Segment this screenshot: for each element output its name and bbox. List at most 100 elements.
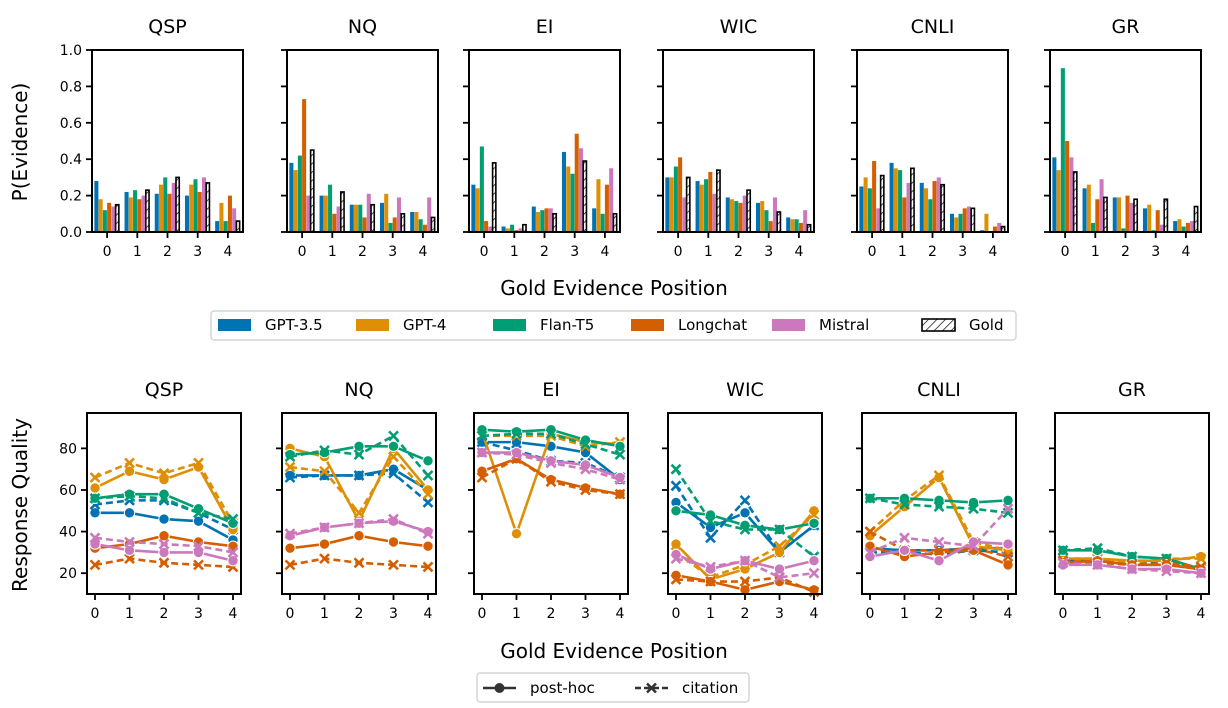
x-tick-label: 0 xyxy=(480,244,489,260)
marker-x xyxy=(422,469,434,481)
marker-x xyxy=(864,492,876,504)
marker-x xyxy=(1092,559,1103,571)
x-tick-label: 3 xyxy=(193,244,202,260)
bar-gold xyxy=(715,169,721,233)
bar-panel-gr: GR 0 1 2 3 4 xyxy=(1044,16,1202,260)
marker-x xyxy=(124,553,135,565)
marker-circle xyxy=(808,555,820,567)
bar-mistral xyxy=(936,177,941,232)
x-tick-label: 4 xyxy=(1004,606,1013,622)
bar-mistral xyxy=(906,182,911,232)
legend-frame xyxy=(210,310,1017,341)
bar-gold xyxy=(521,223,527,233)
bar-gpt-4 xyxy=(189,184,194,232)
bar-flan-t5 xyxy=(479,146,484,232)
bar-gpt-4 xyxy=(893,168,898,232)
x-tick-label: 0 xyxy=(478,606,487,622)
bar-longchat xyxy=(678,157,683,232)
bar-longchat xyxy=(604,184,609,232)
line-gpt-3-5-citation xyxy=(674,485,815,555)
bar-flan-t5 xyxy=(358,204,363,232)
marker-x xyxy=(864,546,876,558)
y-tick-label: 1.0 xyxy=(60,43,82,59)
marker-x xyxy=(933,544,945,556)
bar-gpt-3-5 xyxy=(94,181,99,232)
marker-circle xyxy=(510,527,523,540)
marker-x xyxy=(319,553,330,565)
bar-gpt-4 xyxy=(159,184,164,232)
x-tick-label: 4 xyxy=(794,244,803,260)
marker-x xyxy=(158,492,170,504)
bar-gpt-4 xyxy=(384,193,389,232)
legend-label: Gold xyxy=(969,316,1004,334)
bar-gold xyxy=(175,176,181,233)
bar-longchat xyxy=(1095,199,1100,232)
bar-gpt-3-5 xyxy=(919,182,924,232)
bar-longchat xyxy=(1125,195,1130,232)
bar-mistral xyxy=(518,228,523,232)
bar-gold xyxy=(145,189,150,233)
bar-mistral xyxy=(141,195,146,232)
marker-x xyxy=(353,449,365,461)
marker-x xyxy=(739,494,751,506)
bar-gpt-3-5 xyxy=(531,206,536,232)
legend-label: GPT-4 xyxy=(403,316,446,334)
bar-gpt-3-5 xyxy=(561,151,566,232)
legend-marker-x xyxy=(646,682,657,694)
x-tick-label: 2 xyxy=(1121,244,1130,260)
bar-panel-nq: NQ 0 1 2 3 4 xyxy=(281,16,439,260)
marker-x xyxy=(89,492,101,504)
bar-gpt-4 xyxy=(790,219,795,232)
bar-flan-t5 xyxy=(223,221,228,232)
x-tick-label: 3 xyxy=(775,606,784,622)
marker-circle xyxy=(318,538,331,550)
bar-gpt-4 xyxy=(954,217,959,232)
marker-x xyxy=(705,515,716,527)
panel-title: WIC xyxy=(726,379,764,401)
bar-gold xyxy=(1193,205,1199,233)
bar-gpt-3-5 xyxy=(501,226,506,232)
legend-label: GPT-3.5 xyxy=(265,316,323,334)
bar-longchat xyxy=(738,202,743,232)
x-tick-label: 4 xyxy=(1181,244,1190,260)
bar-gpt-4 xyxy=(475,188,480,232)
marker-x xyxy=(933,469,945,481)
marker-circle xyxy=(1002,494,1014,507)
marker-x xyxy=(284,472,296,483)
bar-gold xyxy=(879,174,885,233)
marker-x xyxy=(1195,553,1207,565)
bar-gpt-3-5 xyxy=(755,202,760,232)
bar-gpt-3-5 xyxy=(289,162,294,232)
bar-mistral xyxy=(997,222,1002,232)
bar-gpt-4 xyxy=(536,211,541,232)
marker-circle xyxy=(1002,538,1014,550)
marker-x xyxy=(614,488,626,500)
bar-gold xyxy=(909,167,915,233)
x-tick-label: 1 xyxy=(510,244,519,260)
marker-circle xyxy=(670,505,682,517)
bar-gpt-4 xyxy=(1086,184,1091,232)
marker-x xyxy=(614,449,626,461)
bar-longchat xyxy=(902,197,907,232)
bar-gpt-4 xyxy=(596,179,601,232)
bar-gpt-4 xyxy=(1117,197,1122,232)
bar-mistral xyxy=(772,197,777,232)
marker-x xyxy=(476,430,488,442)
marker-x xyxy=(158,467,170,479)
marker-circle xyxy=(1002,559,1014,571)
marker-circle xyxy=(898,544,911,557)
line-panel-cnli: CNLI 0 1 2 3 4 xyxy=(856,379,1017,622)
panel-frame xyxy=(861,412,1017,595)
bar-flan-t5 xyxy=(540,210,545,232)
marker-circle xyxy=(353,440,365,452)
bar-gpt-4 xyxy=(293,170,298,232)
marker-circle xyxy=(422,455,434,467)
bar-gpt-4 xyxy=(505,228,510,232)
legend-frame xyxy=(476,672,750,703)
bar-panel-qsp: QSP 0 1 2 3 4 0.0 0.2 0.4 0.6 0.8 1.0 xyxy=(60,16,244,260)
bar-gpt-4 xyxy=(669,177,674,232)
bar-gpt-3-5 xyxy=(184,195,189,232)
y-tick-label: 40 xyxy=(59,525,77,541)
bar-longchat xyxy=(422,224,427,232)
bar-flan-t5 xyxy=(928,199,933,232)
